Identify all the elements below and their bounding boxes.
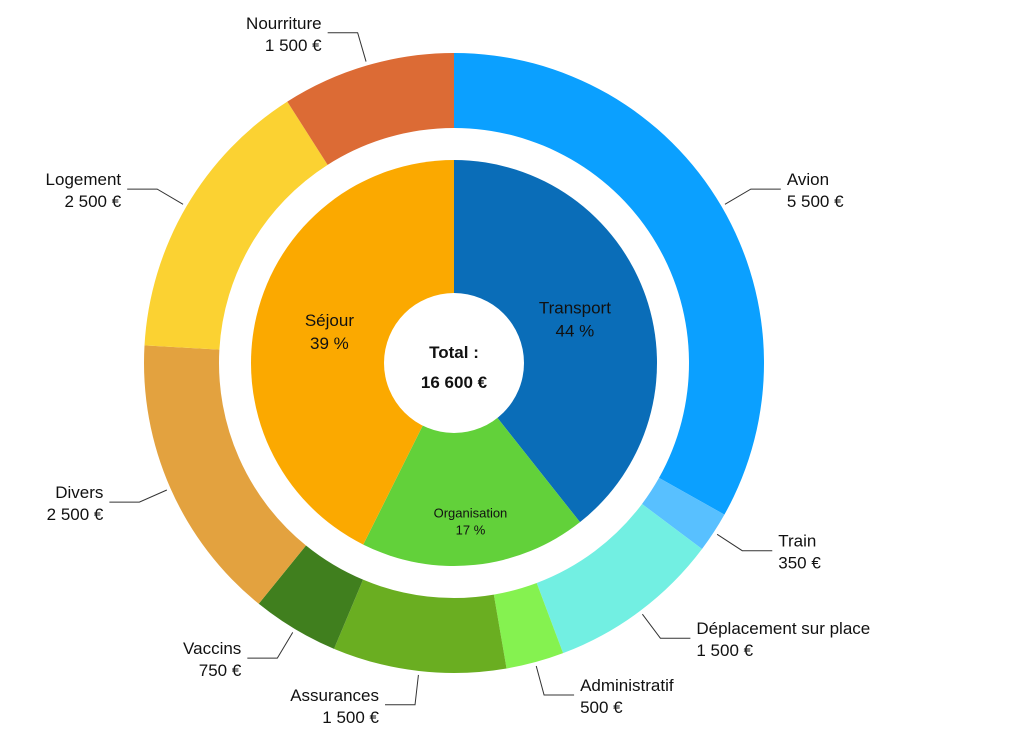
leader-lines — [109, 32, 781, 706]
outer-slice-nourriture — [287, 53, 454, 165]
outer-label-assurances: Assurances — [290, 686, 379, 705]
outer-slice-avion — [454, 53, 764, 515]
outer-label-logement: Logement — [46, 170, 122, 189]
outer-amount-vaccins: 750 € — [199, 661, 242, 680]
outer-slice-divers — [143, 345, 306, 604]
outer-amount-logement: 2 500 € — [64, 192, 121, 211]
inner-ring — [250, 160, 657, 566]
inner-percent-transport: 44 % — [556, 321, 595, 340]
leader-avion — [724, 188, 781, 205]
center-hole — [384, 293, 524, 433]
inner-slice-sejour — [250, 160, 454, 545]
leader-administratif — [535, 665, 575, 696]
inner-slice-transport — [454, 160, 657, 523]
leader-train — [716, 533, 773, 552]
inner-label-transport: Transport — [539, 298, 611, 317]
inner-label-organisation: Organisation — [434, 506, 508, 521]
outer-amount-divers: 2 500 € — [47, 505, 104, 524]
outer-amount-assurances: 1 500 € — [322, 708, 379, 727]
total-label: Total : — [429, 343, 479, 362]
leader-assurances — [385, 674, 419, 706]
leader-vaccins — [247, 632, 294, 659]
outer-slice-train — [642, 477, 725, 549]
outer-amount-avion: 5 500 € — [787, 192, 844, 211]
center-total: Total : 16 600 € — [384, 293, 524, 433]
inner-percent-organisation: 17 % — [456, 523, 486, 538]
outer-amount-nourriture: 1 500 € — [265, 36, 322, 55]
leader-deplacement-sur-place — [641, 613, 691, 639]
outer-slice-logement — [144, 101, 328, 350]
inner-percent-sejour: 39 % — [310, 334, 349, 353]
outer-label-avion: Avion — [787, 170, 829, 189]
inner-label-sejour: Séjour — [305, 311, 354, 330]
outer-amount-train: 350 € — [778, 554, 821, 573]
outer-label-vaccins: Vaccins — [183, 639, 241, 658]
outer-amount-deplacement-sur-place: 1 500 € — [696, 641, 753, 660]
outer-label-deplacement-sur-place: Déplacement sur place — [696, 619, 870, 638]
outer-label-administratif: Administratif — [580, 676, 674, 695]
outer-slice-vaccins — [258, 545, 364, 649]
outer-labels: Avion 5 500 € Train 350 € Déplacement sur pl… — [46, 14, 871, 727]
inner-labels: Transport 44 % Organisation 17 % Séjour 39 % — [305, 298, 611, 537]
outer-ring — [143, 53, 764, 673]
outer-slice-administratif — [493, 582, 564, 669]
leader-divers — [109, 489, 168, 503]
outer-slice-assurances — [334, 579, 507, 673]
outer-slice-deplacement-sur-place — [536, 503, 703, 654]
leader-logement — [127, 188, 184, 205]
total-value: 16 600 € — [421, 373, 488, 392]
outer-label-train: Train — [778, 532, 816, 551]
inner-slice-organisation — [363, 363, 580, 566]
leader-nourriture — [327, 32, 367, 62]
outer-label-nourriture: Nourriture — [246, 14, 322, 33]
outer-label-divers: Divers — [55, 483, 103, 502]
outer-amount-administratif: 500 € — [580, 698, 623, 717]
